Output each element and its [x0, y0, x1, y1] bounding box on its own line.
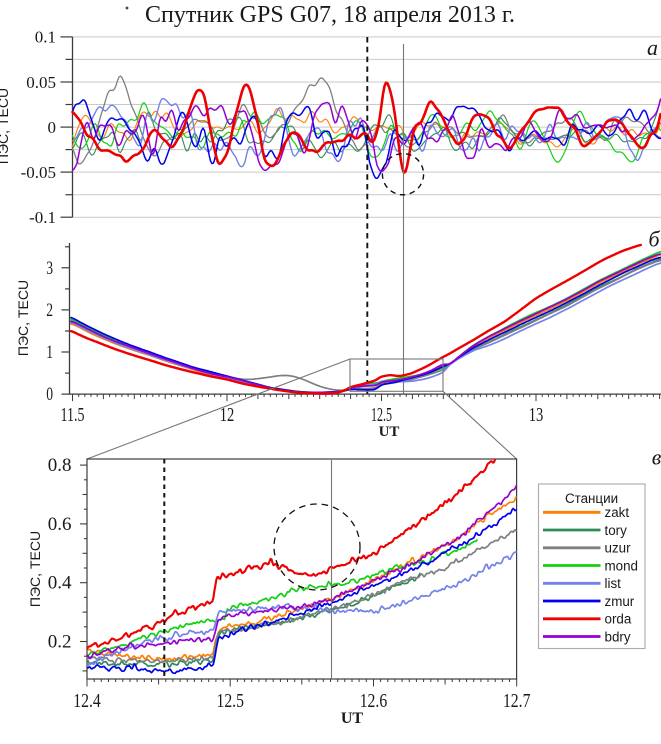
svg-text:12.5: 12.5: [371, 405, 392, 426]
svg-text:1: 1: [46, 343, 53, 363]
svg-text:0: 0: [46, 385, 53, 405]
svg-text:UT: UT: [379, 424, 400, 440]
svg-text:mond: mond: [605, 558, 639, 573]
svg-text:bdry: bdry: [605, 629, 631, 644]
svg-text:3: 3: [46, 259, 53, 279]
svg-text:list: list: [605, 576, 622, 591]
svg-text:2: 2: [46, 301, 53, 321]
svg-text:UT: UT: [341, 710, 364, 727]
svg-text:Станции: Станции: [565, 491, 618, 506]
svg-text:a: a: [647, 35, 658, 60]
svg-text:0.05: 0.05: [26, 73, 56, 92]
svg-text:ПЭС, TECU: ПЭС, TECU: [0, 88, 11, 164]
svg-text:0.6: 0.6: [48, 514, 72, 535]
svg-text:0.8: 0.8: [48, 455, 72, 476]
svg-text:0.4: 0.4: [48, 573, 72, 594]
svg-text:0: 0: [48, 118, 57, 137]
svg-text:zakt: zakt: [605, 505, 630, 520]
svg-text:ПЭС, TECU: ПЭС, TECU: [27, 531, 43, 607]
svg-text:0.1: 0.1: [35, 28, 56, 47]
svg-text:12.5: 12.5: [216, 690, 244, 712]
svg-text:б: б: [648, 227, 660, 252]
svg-text:12.4: 12.4: [73, 690, 101, 712]
svg-text:12: 12: [220, 405, 235, 426]
svg-text:ПЭС, TECU: ПЭС, TECU: [15, 280, 31, 356]
svg-text:tory: tory: [605, 523, 628, 538]
svg-text:13: 13: [529, 405, 544, 426]
svg-text:0.2: 0.2: [48, 632, 72, 653]
svg-text:Спутник GPS G07, 18 апреля 201: Спутник GPS G07, 18 апреля 2013 г.: [145, 2, 515, 28]
svg-text:-0.05: -0.05: [21, 163, 56, 182]
svg-text:orda: orda: [605, 612, 632, 627]
svg-text:12.6: 12.6: [360, 690, 388, 712]
svg-text:в: в: [652, 445, 661, 470]
svg-text:-0.1: -0.1: [29, 208, 56, 227]
svg-text:uzur: uzur: [605, 541, 632, 556]
svg-text:11.5: 11.5: [61, 405, 85, 426]
svg-text:12.7: 12.7: [503, 690, 531, 712]
svg-text:zmur: zmur: [605, 594, 635, 609]
